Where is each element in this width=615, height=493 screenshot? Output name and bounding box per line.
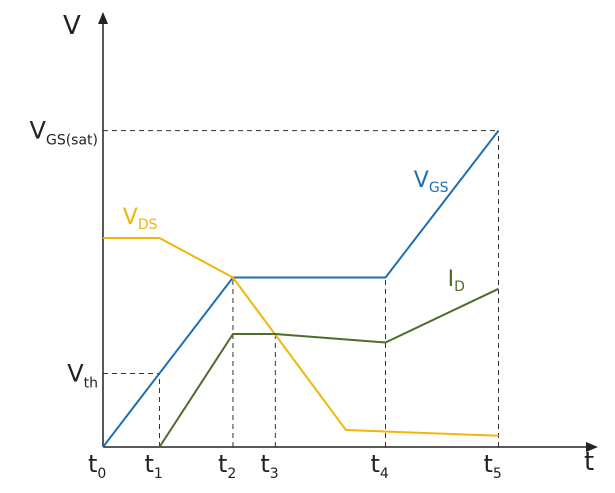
series-line-id	[158, 287, 499, 448]
x-axis-arrow	[586, 442, 598, 452]
series-labels: VGS VDS ID	[123, 168, 465, 295]
x-tick-t4: t4	[371, 450, 389, 482]
y-axis-title: V	[63, 11, 81, 41]
x-tick-t2: t2	[218, 450, 236, 482]
series-label-vgs: VGS	[414, 168, 449, 196]
x-tick-t0: t0	[88, 450, 106, 482]
series	[102, 129, 500, 448]
y-tick-vgs-sat: VGS(sat)	[30, 117, 98, 149]
x-tick-t3: t3	[260, 450, 278, 482]
series-line-vgs	[102, 129, 500, 448]
guide-lines	[103, 130, 499, 447]
tick-labels: t0 t1 t2 t3 t4 t5 Vth VGS(sat)	[30, 117, 502, 482]
axes: V t	[63, 11, 598, 477]
y-axis-arrow	[98, 12, 108, 24]
x-axis-title: t	[584, 447, 594, 477]
series-line-vds	[103, 236, 499, 437]
series-label-id: ID	[448, 267, 465, 295]
x-tick-t5: t5	[484, 450, 502, 482]
y-tick-vth: Vth	[67, 360, 98, 392]
x-tick-t1: t1	[145, 450, 163, 482]
series-label-vds: VDS	[123, 205, 158, 233]
